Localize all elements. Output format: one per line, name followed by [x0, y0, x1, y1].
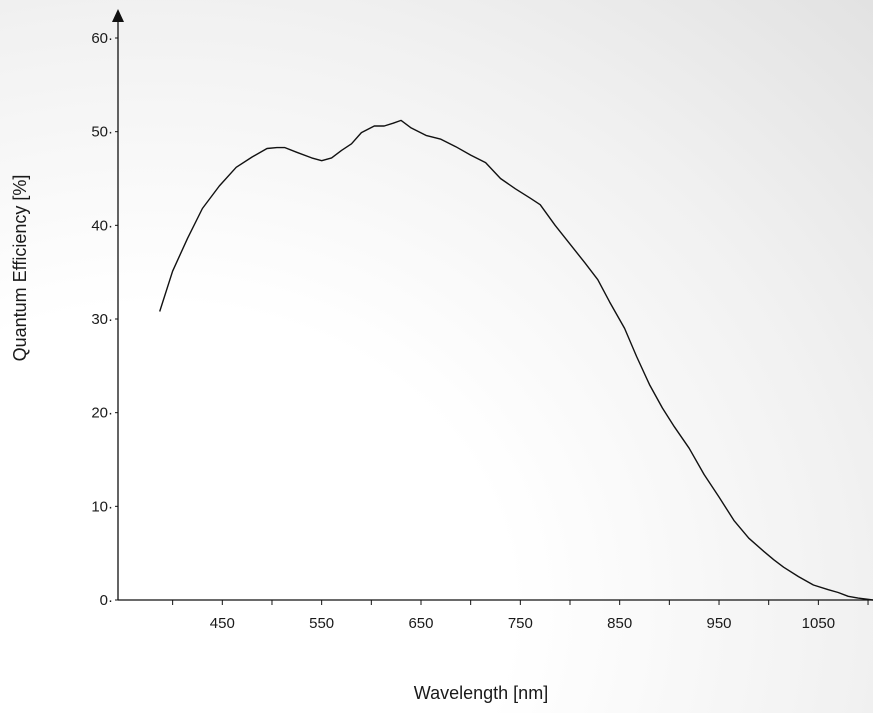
y-tick-label: 60·: [91, 30, 113, 47]
ticks: 0· 10· 20· 30· 40· 50· 60· 450 550 650 750 850 950 10…: [91, 30, 869, 632]
y-tick-label: 20·: [91, 405, 113, 422]
x-tick-label: 550: [309, 615, 334, 632]
x-tick-label: 450: [210, 615, 235, 632]
series: [159, 119, 873, 601]
qe-series-line: [159, 119, 873, 601]
x-tick-label: 1050: [802, 615, 835, 632]
x-tick-label: 950: [707, 615, 732, 632]
x-tick-label: 750: [508, 615, 533, 632]
axes: [112, 9, 873, 601]
x-axis-title: Wavelength [nm]: [414, 683, 548, 703]
y-axis-title: Quantum Efficiency [%]: [10, 175, 30, 362]
y-tick-label: 50·: [91, 124, 113, 141]
y-tick-label: 10·: [91, 498, 113, 515]
y-tick-label: 30·: [91, 311, 113, 328]
y-axis-arrow: [112, 9, 124, 22]
x-tick-label: 850: [607, 615, 632, 632]
y-tick-label: 0·: [100, 592, 113, 609]
y-tick-label: 40·: [91, 217, 113, 234]
x-tick-label: 650: [408, 615, 433, 632]
